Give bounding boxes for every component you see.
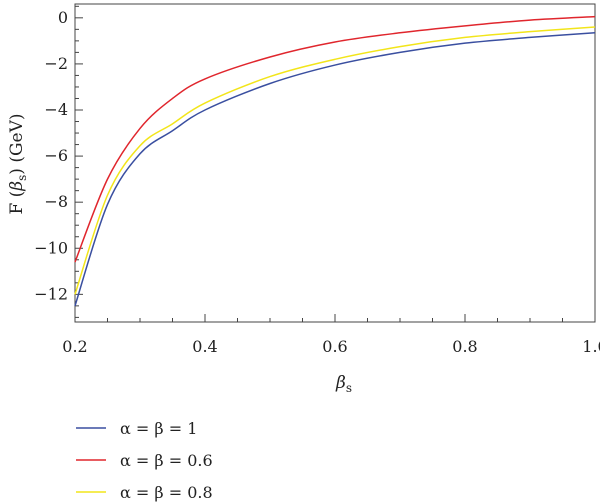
y-axis-ticks: 0 −2 −4 −6 −8 −10 −12 xyxy=(34,5,83,318)
x-axis-label-symbol: β xyxy=(335,373,346,393)
y-axis-label-suffix: ) (GeV) xyxy=(7,113,27,174)
x-tick-label: 0.6 xyxy=(322,337,347,356)
series-line-2 xyxy=(74,26,596,295)
x-tick-label: 0.2 xyxy=(62,337,87,356)
y-tick-label: −12 xyxy=(34,284,68,303)
y-axis-label: F (βs) (GeV) xyxy=(7,113,29,214)
x-tick-label: 0.4 xyxy=(192,337,217,356)
series-lines xyxy=(74,15,596,307)
series-line-1 xyxy=(74,15,596,263)
x-tick-label: 1.0 xyxy=(582,337,600,356)
y-axis-label-symbol: β xyxy=(7,181,27,192)
plot-frame xyxy=(74,3,596,323)
y-tick-label: −6 xyxy=(44,146,68,165)
y-tick-label: −2 xyxy=(44,54,68,73)
legend-label-1: α = β = 0.6 xyxy=(120,451,213,470)
x-axis-label-subscript: s xyxy=(346,381,352,395)
y-axis-label-subscript: s xyxy=(15,175,29,181)
x-axis-ticks: 0.2 0.4 0.6 0.8 1.0 xyxy=(62,314,600,356)
x-tick-label: 0.8 xyxy=(452,337,477,356)
legend-label-2: α = β = 0.8 xyxy=(120,483,213,502)
y-axis-label-prefix: F ( xyxy=(7,191,27,215)
legend: α = β = 1 α = β = 0.6 α = β = 0.8 xyxy=(76,419,213,502)
series-line-0 xyxy=(74,32,596,307)
y-tick-label: −4 xyxy=(44,100,68,119)
plot-border xyxy=(74,3,596,323)
legend-label-0: α = β = 1 xyxy=(120,419,197,438)
y-tick-label: −10 xyxy=(34,238,68,257)
y-tick-label: 0 xyxy=(58,8,68,27)
x-axis-label: βs xyxy=(335,373,352,395)
y-tick-label: −8 xyxy=(44,192,68,211)
